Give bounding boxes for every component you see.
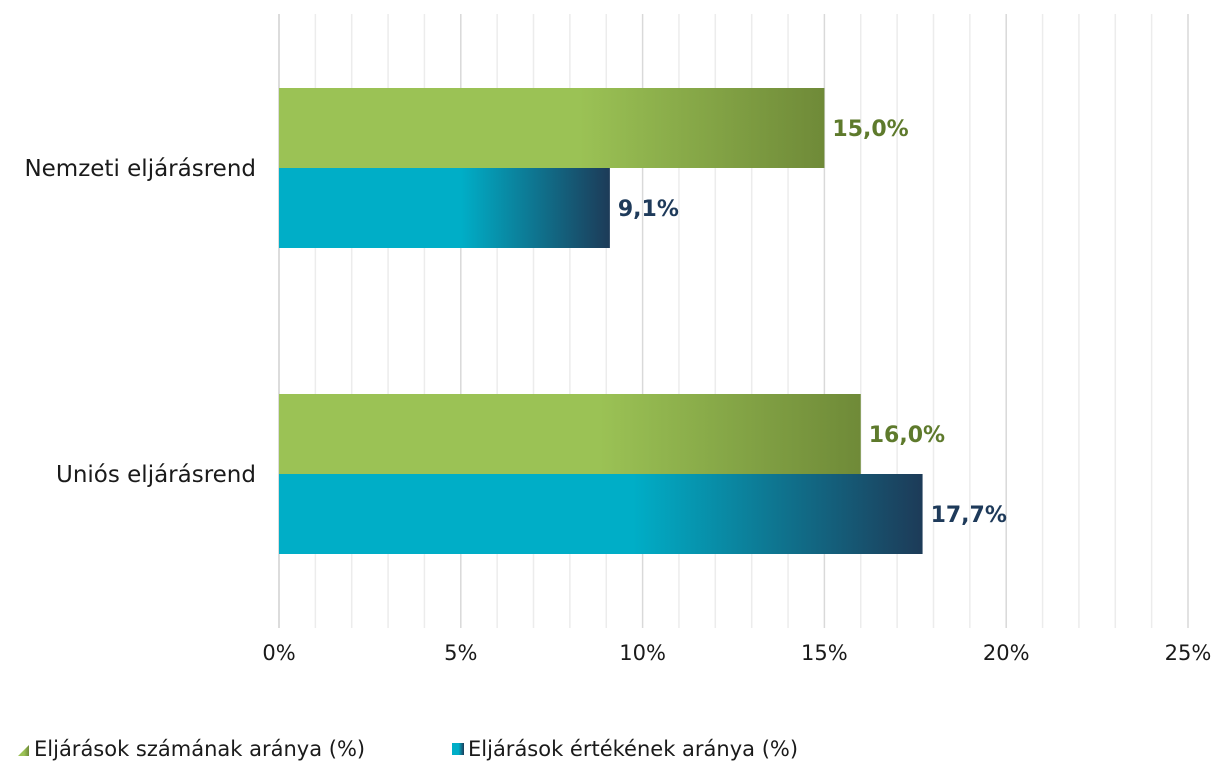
x-tick-label: 0%: [262, 641, 295, 665]
legend-marker: [452, 743, 464, 755]
bar: [279, 168, 610, 248]
bar: [279, 394, 861, 474]
data-labels: 15,0% 9,1% 16,0% 17,7%: [618, 117, 1007, 528]
x-tick-label: 20%: [983, 641, 1030, 665]
legend-marker: [18, 745, 29, 756]
legend-label: Eljárások számának aránya (%): [34, 737, 365, 761]
data-label: 9,1%: [618, 197, 679, 222]
legend: Eljárások számának aránya (%) Eljárások é…: [18, 737, 798, 761]
data-label: 17,7%: [931, 503, 1007, 528]
bars: [279, 88, 923, 554]
legend-label: Eljárások értékének aránya (%): [468, 737, 798, 761]
x-tick-label: 10%: [619, 641, 666, 665]
x-tick-labels: 0% 5% 10% 15% 20% 25%: [262, 641, 1211, 665]
category-label: Nemzeti eljárásrend: [24, 156, 256, 182]
x-tick-label: 15%: [801, 641, 848, 665]
bar: [279, 474, 923, 554]
data-label: 16,0%: [869, 423, 945, 448]
bar: [279, 88, 825, 168]
category-labels: Nemzeti eljárásrend Uniós eljárásrend: [24, 156, 256, 488]
x-tick-label: 25%: [1165, 641, 1212, 665]
x-tick-label: 5%: [444, 641, 477, 665]
category-label: Uniós eljárásrend: [56, 462, 256, 488]
data-label: 15,0%: [832, 117, 908, 142]
